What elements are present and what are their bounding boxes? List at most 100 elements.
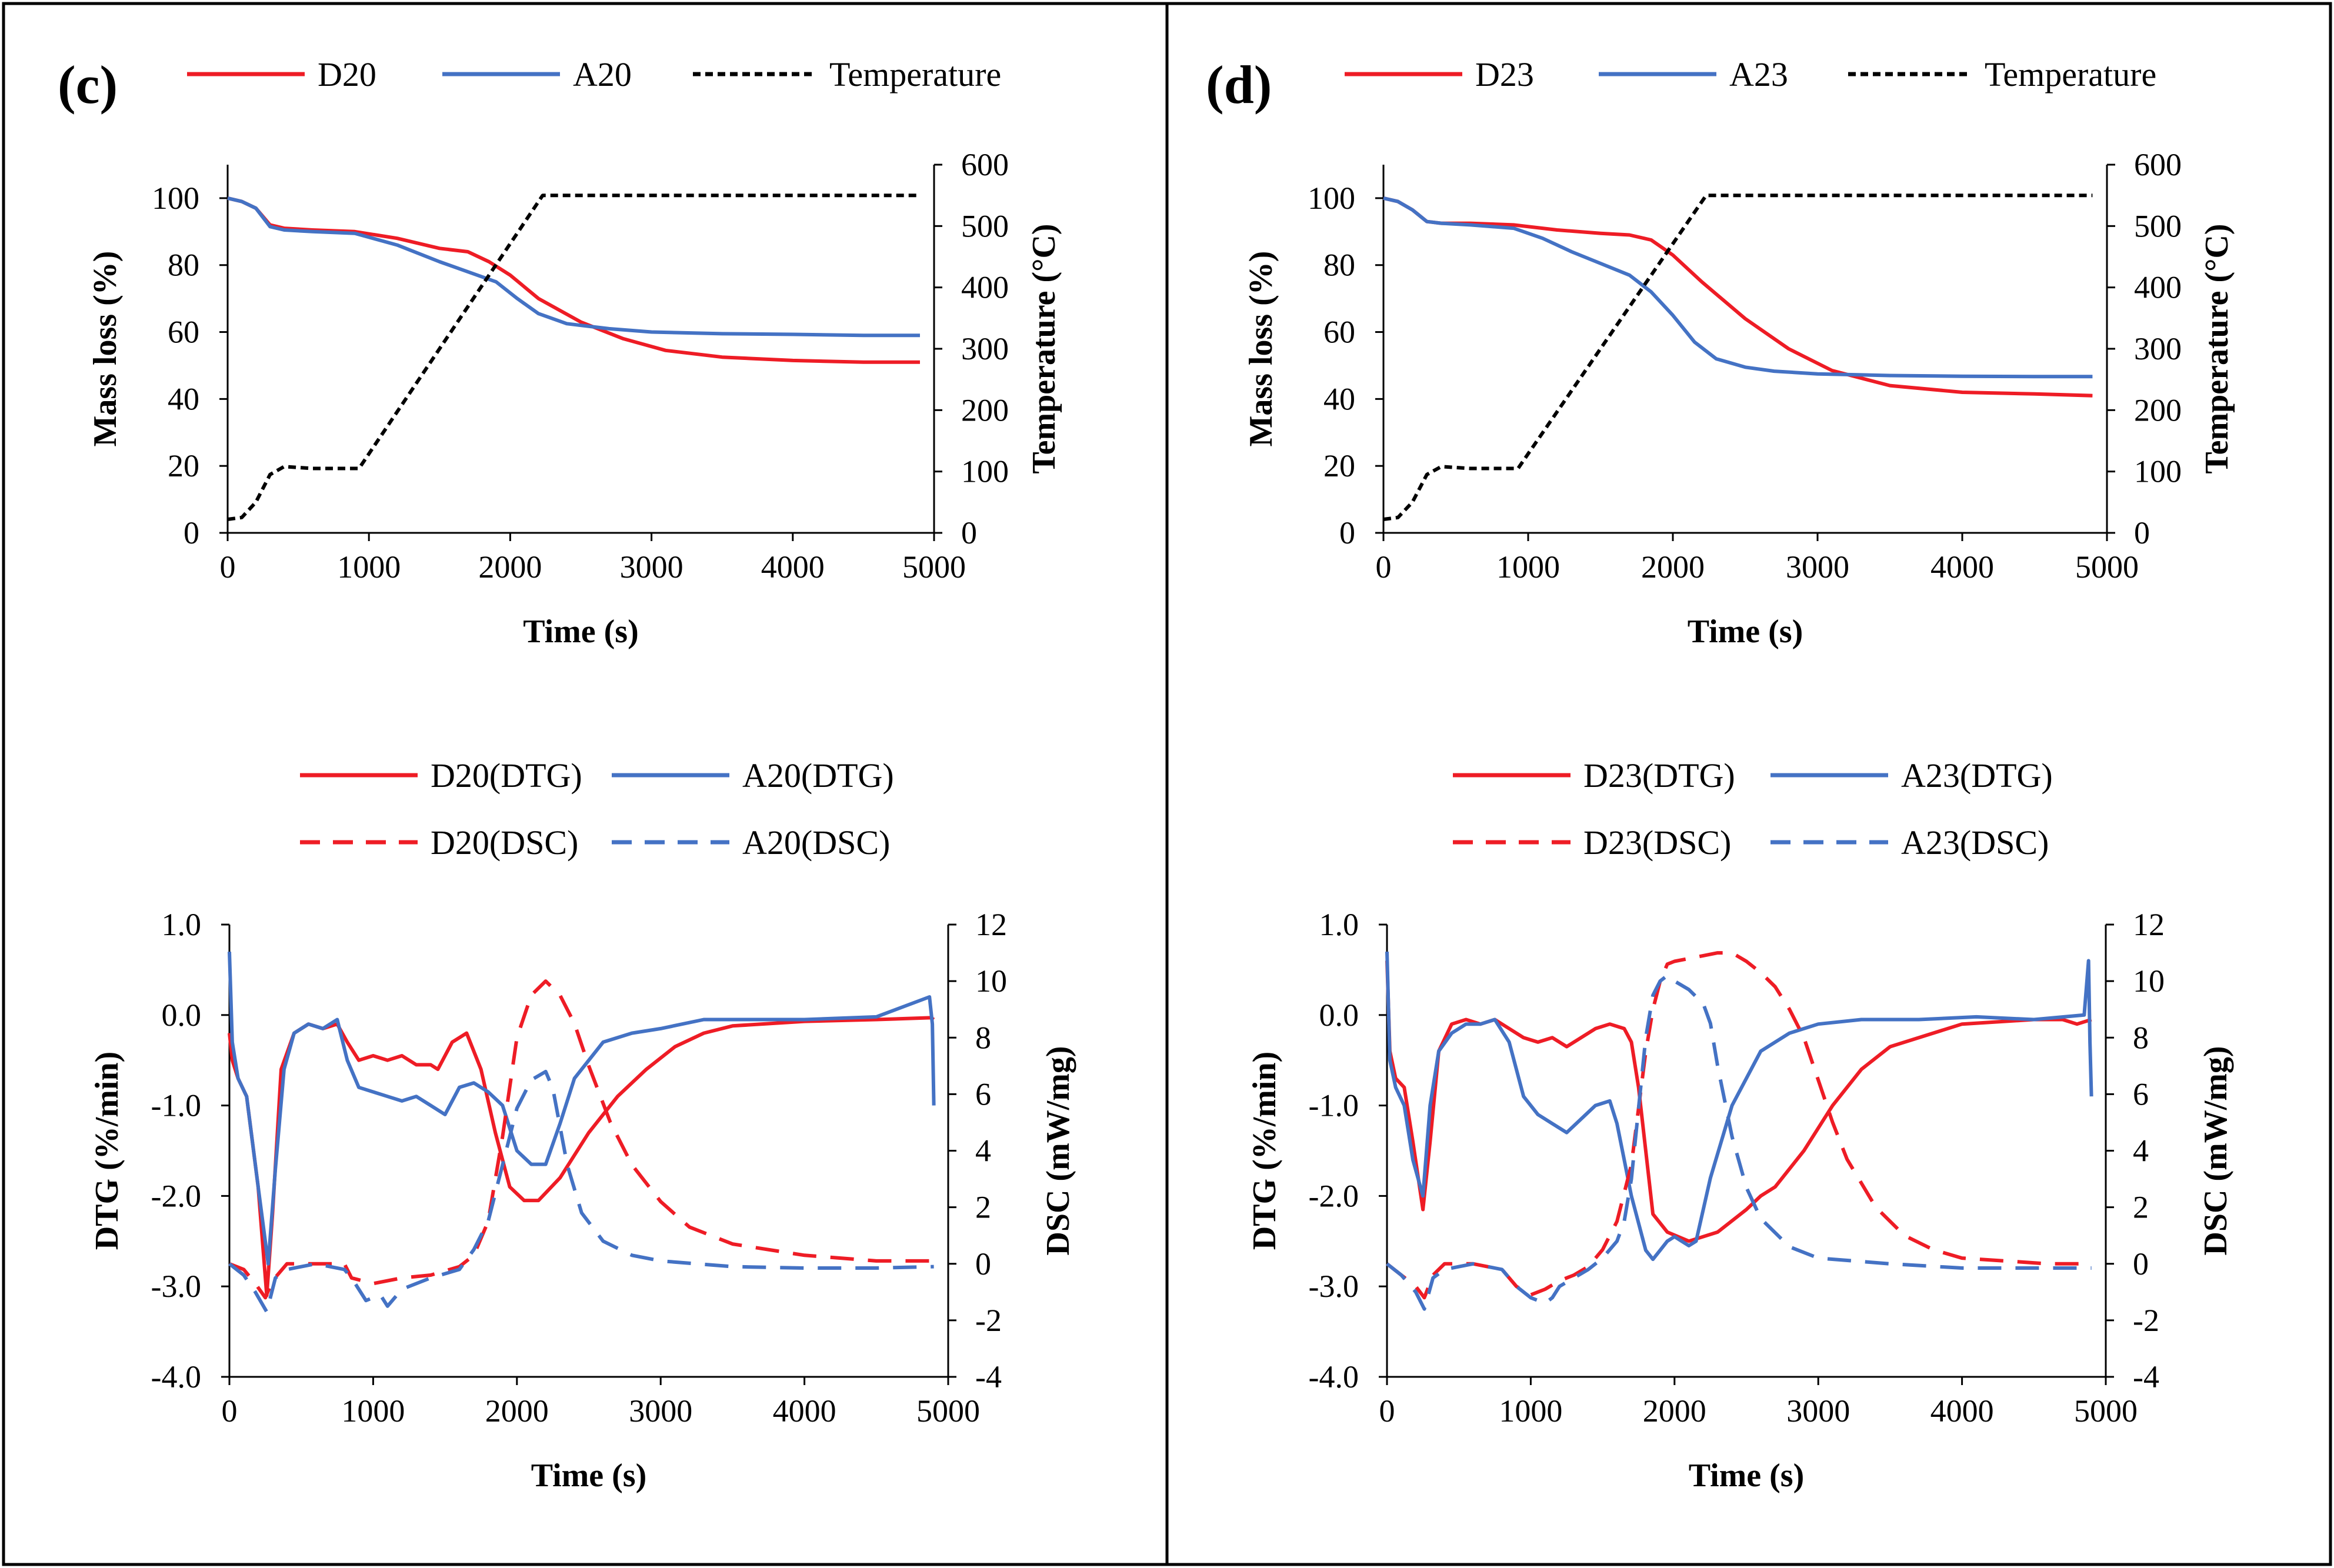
c-bottom-series-d20-dtg: [228, 1016, 935, 1297]
legend-c-top-label-1: A20: [573, 55, 632, 94]
d-bottom-y2label: DSC (mW/mg): [2198, 1046, 2234, 1255]
c-bottom-ytick-label-4: 0.0: [162, 997, 202, 1033]
c-bottom-ytick-label-5: 1.0: [162, 907, 202, 942]
c-top-ytick-label-0: 0: [184, 515, 199, 551]
c-top-ytick-label-1: 20: [168, 448, 199, 483]
c-top-xlabel: Time (s): [523, 613, 639, 650]
d-bottom-y2tick-label-6: 8: [2133, 1020, 2149, 1055]
c-bottom-y2tick-label-3: 2: [975, 1190, 991, 1225]
d-bottom-y2tick-label-7: 10: [2133, 963, 2165, 999]
chart-c-mass-temperature: 0 1000 2000 3000 4000 50000204060801000100200…: [87, 147, 1062, 650]
d-bottom-ytick-label-4: 0.0: [1319, 997, 1359, 1033]
d-top-series-temperature: [1383, 194, 2093, 521]
legend-c-mid-label-3: A20(DSC): [742, 823, 890, 862]
chart-d-dtg-dsc: 0 1000 2000 3000 4000 5000 -4.0 -3.0 -2.0 -1.0 0.0…: [1246, 907, 2234, 1494]
c-top-xtick-label-3: 3000: [620, 549, 683, 585]
c-top-series-d20: [227, 196, 920, 364]
d-top-ytick-label-4: 80: [1323, 248, 1355, 283]
c-top-ytick-label-4: 80: [168, 248, 199, 283]
d-top-y2tick-label-1: 100: [2134, 454, 2182, 489]
legend-d-mid-label-1: A23(DTG): [1901, 756, 2053, 795]
legend-d-top-label-0: D23: [1475, 55, 1534, 94]
d-top-y2tick-label-2: 200: [2134, 392, 2182, 428]
c-bottom-y2tick-label-8: 12: [975, 907, 1007, 942]
d-bottom-y2tick-label-5: 6: [2133, 1076, 2149, 1112]
c-bottom-xlabel: Time (s): [531, 1457, 647, 1494]
c-bottom-ytick-label-0: -4.0: [151, 1359, 201, 1394]
d-top-y2label: Temperature (°C): [2199, 223, 2235, 473]
d-top-series-a23: [1383, 196, 2093, 379]
c-bottom-xtick-label-3: 3000: [629, 1393, 692, 1429]
legend-c-mid: D20(DTG) A20(DTG) D20(DSC) A20(DSC): [300, 756, 894, 862]
c-top-y2tick-label-6: 600: [961, 147, 1009, 182]
c-top-y2tick-label-4: 400: [961, 270, 1009, 305]
c-top-series-temperature: [227, 194, 920, 521]
c-bottom-ytick-label-3: -1.0: [151, 1088, 201, 1123]
c-top-y2tick-label-5: 500: [961, 208, 1009, 243]
d-top-xlabel: Time (s): [1688, 613, 1803, 650]
d-top-y2tick-label-3: 300: [2134, 331, 2182, 366]
d-top-y2tick-label-0: 0: [2134, 515, 2150, 551]
d-bottom-xtick-label-3: 3000: [1786, 1393, 1850, 1429]
d-bottom-ytick-label-2: -2.0: [1309, 1178, 1359, 1213]
legend-d-mid: D23(DTG) A23(DTG) D23(DSC) A23(DSC): [1453, 756, 2053, 862]
d-bottom-xtick-label-5: 5000: [2074, 1393, 2138, 1429]
d-top-xtick-label-4: 4000: [1930, 549, 1994, 585]
chart-c-dtg-dsc: 0 1000 2000 3000 4000 5000 -4.0 -3.0 -2.0 -1.0 0.0…: [89, 907, 1076, 1494]
d-top-ytick-label-0: 0: [1339, 515, 1355, 551]
d-bottom-y2tick-label-0: -4: [2133, 1359, 2159, 1394]
c-bottom-xtick-label-2: 2000: [485, 1393, 549, 1429]
legend-d-top-label-1: A23: [1729, 55, 1788, 94]
d-bottom-xtick-label-0: 0: [1379, 1393, 1395, 1429]
c-bottom-ylabel: DTG (%/min): [89, 1052, 125, 1250]
d-bottom-series-a23-dsc: [1386, 973, 2092, 1311]
legend-c-top-label-2: Temperature: [829, 55, 1001, 94]
c-top-ytick-label-5: 100: [152, 181, 199, 216]
c-bottom-xtick-label-1: 1000: [341, 1393, 405, 1429]
c-top-xtick-label-5: 5000: [902, 549, 966, 585]
legend-d-top: D23 A23 Temperature: [1345, 55, 2156, 94]
legend-d-mid-label-2: D23(DSC): [1583, 823, 1731, 862]
d-bottom-ytick-label-1: -3.0: [1309, 1269, 1359, 1304]
c-bottom-xtick-label-0: 0: [222, 1393, 238, 1429]
d-bottom-y2tick-label-8: 12: [2133, 907, 2165, 942]
d-bottom-xtick-label-2: 2000: [1643, 1393, 1706, 1429]
d-top-xtick-label-0: 0: [1376, 549, 1392, 585]
c-top-y2label: Temperature (°C): [1026, 223, 1062, 473]
d-top-y2tick-label-5: 500: [2134, 208, 2182, 243]
d-bottom-ytick-label-5: 1.0: [1319, 907, 1359, 942]
d-bottom-xlabel: Time (s): [1689, 1457, 1805, 1494]
d-top-xtick-label-3: 3000: [1786, 549, 1849, 585]
d-top-y2tick-label-4: 400: [2134, 270, 2182, 305]
c-bottom-y2tick-label-6: 8: [975, 1020, 991, 1055]
c-top-y2tick-label-0: 0: [961, 515, 977, 551]
c-bottom-y2tick-label-1: -2: [975, 1303, 1002, 1338]
d-bottom-xtick-label-1: 1000: [1499, 1393, 1562, 1429]
c-top-ytick-label-3: 60: [168, 315, 199, 350]
d-top-xtick-label-5: 5000: [2075, 549, 2139, 585]
panel-label-d: (d): [1206, 55, 1272, 115]
c-top-y2tick-label-2: 200: [961, 392, 1009, 428]
d-bottom-series-a23-dtg: [1385, 952, 2093, 1262]
c-top-xtick-label-1: 1000: [337, 549, 401, 585]
legend-d-top-label-2: Temperature: [1985, 55, 2156, 94]
d-bottom-y2tick-label-3: 2: [2133, 1190, 2149, 1225]
d-top-y2tick-label-6: 600: [2134, 147, 2182, 182]
d-bottom-series-d23-dtg: [1385, 960, 2092, 1243]
d-bottom-ytick-label-0: -4.0: [1309, 1359, 1359, 1394]
c-top-y2tick-label-1: 100: [961, 454, 1009, 489]
c-bottom-y2tick-label-2: 0: [975, 1246, 991, 1282]
c-bottom-y2tick-label-5: 6: [975, 1076, 991, 1112]
d-bottom-xtick-label-4: 4000: [1930, 1393, 1994, 1429]
c-top-xtick-label-4: 4000: [761, 549, 825, 585]
d-bottom-ytick-label-3: -1.0: [1309, 1088, 1359, 1123]
legend-d-mid-label-0: D23(DTG): [1583, 756, 1735, 795]
c-bottom-y2label: DSC (mW/mg): [1040, 1046, 1076, 1255]
c-top-y2tick-label-3: 300: [961, 331, 1009, 366]
panel-label-c: (c): [58, 55, 118, 115]
d-top-ytick-label-2: 40: [1323, 381, 1355, 416]
d-bottom-y2tick-label-4: 4: [2133, 1133, 2149, 1169]
legend-d-mid-label-3: A23(DSC): [1901, 823, 2049, 862]
c-bottom-y2tick-label-7: 10: [975, 963, 1007, 999]
d-top-xtick-label-2: 2000: [1641, 549, 1705, 585]
